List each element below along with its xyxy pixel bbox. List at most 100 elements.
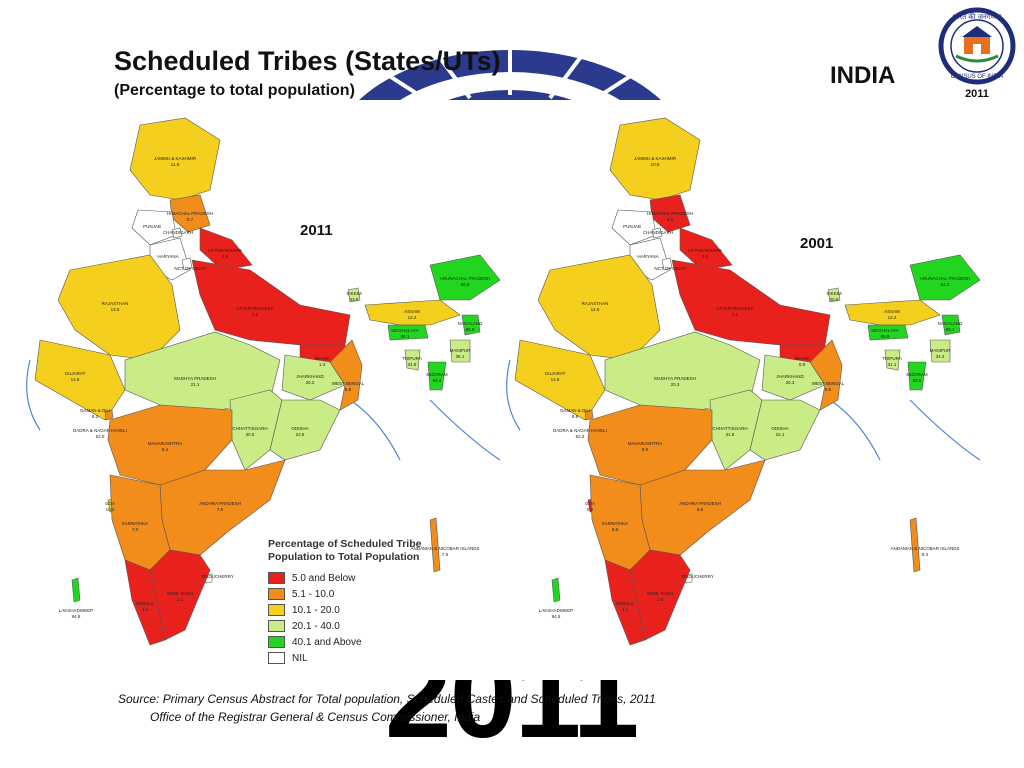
state-label: ARUNACHAL PRADESH — [440, 276, 491, 281]
state-value: 26.2 — [306, 380, 315, 385]
state-value: 1.3 — [319, 362, 326, 367]
state-value: 4.0 — [667, 217, 674, 222]
state-label: RAJASTHAN — [582, 301, 609, 306]
state-value: 94.8 — [72, 614, 81, 619]
state-value: 31.1 — [888, 362, 897, 367]
state-label: JAMMU & KASHMIR — [634, 156, 677, 161]
state-value: 20.3 — [671, 382, 680, 387]
state-label: DAMAN & DIU — [80, 408, 110, 413]
coastline — [26, 359, 501, 461]
coastline — [506, 359, 981, 461]
state-region — [427, 361, 447, 391]
state-value: 94.4 — [433, 378, 442, 383]
state-value: 30.6 — [246, 432, 255, 437]
state-region — [941, 314, 961, 336]
state-label: WEST BENGAL — [812, 381, 845, 386]
state-label: JHARKHAND — [776, 374, 804, 379]
legend-label: NIL — [292, 652, 308, 664]
source-line: Source: Primary Census Abstract for Tota… — [118, 692, 656, 706]
state-label: ANDHRA PRADESH — [679, 501, 721, 506]
state-region — [387, 324, 429, 341]
state-label: PUDUCHERRY — [202, 574, 234, 579]
census-emblem-watermark-icon — [359, 50, 661, 100]
legend-swatch — [268, 572, 285, 584]
state-label: RAJASTHAN — [102, 301, 129, 306]
state-value: 35.1 — [456, 354, 465, 359]
state-value: 0.9 — [799, 362, 806, 367]
state-value: 68.8 — [461, 282, 470, 287]
state-value: 21.1 — [191, 382, 200, 387]
legend-row: 10.1 - 20.0 — [268, 602, 428, 618]
state-region — [749, 399, 821, 461]
state-label: HIMACHAL PRADESH — [647, 211, 693, 216]
state-value: 5.5 — [825, 387, 832, 392]
map-legend: Percentage of Scheduled Tribe Population… — [268, 538, 428, 666]
state-value: 8.9 — [642, 447, 649, 452]
legend-row: 5.1 - 10.0 — [268, 586, 428, 602]
state-label: HIMACHAL PRADESH — [167, 211, 213, 216]
state-value: 8.3 — [922, 552, 929, 557]
state-value: 62.2 — [576, 434, 585, 439]
state-label: GOA — [585, 501, 595, 506]
state-label: WEST BENGAL — [332, 381, 365, 386]
state-label: ANDHRA PRADESH — [199, 501, 241, 506]
state-label: ODISHA — [291, 426, 308, 431]
state-value: 12.4 — [888, 315, 897, 320]
legend-row: 20.1 - 40.0 — [268, 618, 428, 634]
legend-swatch — [268, 636, 285, 648]
state-label: NCT OF DELHI — [654, 266, 685, 271]
state-label: HARYANA — [637, 254, 658, 259]
state-label: NCT OF DELHI — [174, 266, 205, 271]
state-value: 6.6 — [612, 527, 619, 532]
state-label: MANIPUR — [450, 348, 472, 353]
state-region — [429, 517, 441, 573]
state-value: 1.1 — [177, 597, 184, 602]
state-value: 33.8 — [350, 297, 359, 302]
state-region — [604, 559, 646, 646]
office-line: Office of the Registrar General & Census… — [150, 710, 481, 724]
state-label: UTTARAKHAND — [208, 248, 242, 253]
state-value: 34.2 — [936, 354, 945, 359]
state-region — [514, 339, 606, 421]
state-label: CHHATTISGARH — [712, 426, 747, 431]
state-label: HARYANA — [157, 254, 178, 259]
state-value: 6.3 — [92, 414, 99, 419]
state-label: MIZORAM — [426, 372, 447, 377]
state-label: KARNATAKA — [122, 521, 149, 526]
state-label: CHHATTISGARH — [232, 426, 267, 431]
state-value: 20.6 — [830, 297, 839, 302]
state-label: DADRA & NAGAR HAVELI — [73, 428, 127, 433]
state-value: 10.2 — [106, 507, 115, 512]
state-label: MEGHALAYA — [391, 328, 418, 333]
legend-row: 5.0 and Below — [268, 570, 428, 586]
slide-subtitle: (Percentage to total population) — [114, 82, 355, 99]
state-region — [929, 339, 951, 363]
legend-label: 10.1 - 20.0 — [292, 604, 340, 616]
state-region — [329, 339, 363, 411]
state-value: 9.4 — [162, 447, 169, 452]
state-value: 22.8 — [296, 432, 305, 437]
state-label: DADRA & NAGAR HAVELI — [553, 428, 607, 433]
state-label: BIHAR — [795, 356, 810, 361]
state-label: TAMIL NADU — [167, 591, 194, 596]
state-label: MADHYA PRADESH — [654, 376, 696, 381]
state-value: 86.5 — [466, 327, 475, 332]
state-region — [909, 254, 981, 301]
state-value: 12.4 — [408, 315, 417, 320]
state-region — [884, 349, 901, 371]
state-value: 1.1 — [622, 607, 629, 612]
legend-swatch — [268, 604, 285, 616]
state-label: UTTAR PRADESH — [236, 306, 274, 311]
state-value: 3.0 — [702, 254, 709, 259]
state-value: 6.6 — [697, 507, 704, 512]
state-region — [34, 339, 126, 421]
state-value: 5.8 — [345, 387, 352, 392]
state-label: GUJARAT — [65, 371, 86, 376]
state-region — [661, 257, 673, 271]
state-region — [609, 117, 701, 201]
state-label: JHARKHAND — [296, 374, 324, 379]
state-label: MEGHALAYA — [871, 328, 898, 333]
legend-title: Percentage of Scheduled Tribe Population… — [268, 538, 422, 563]
footer-band — [0, 680, 1024, 768]
